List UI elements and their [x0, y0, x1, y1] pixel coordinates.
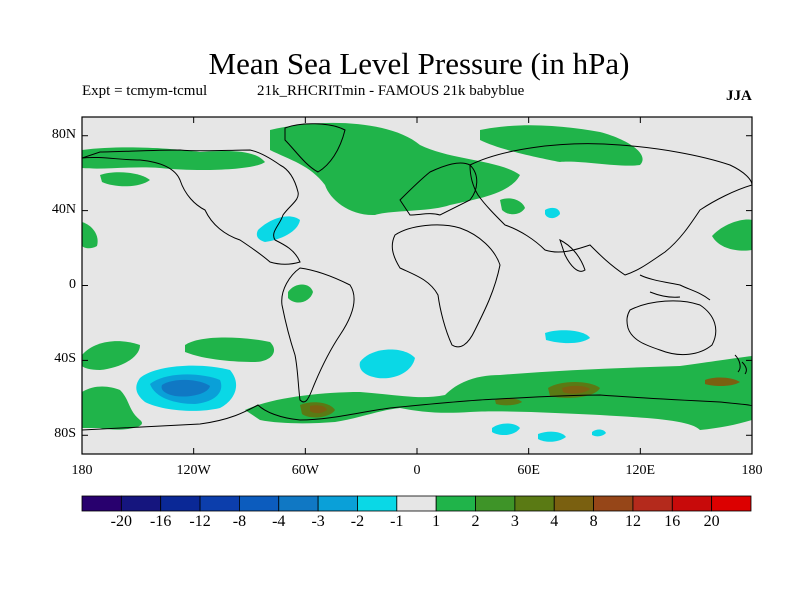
region-antarctic-low-1	[492, 423, 520, 436]
region-east-siberia-arctic-high	[480, 125, 643, 166]
region-indian-sector-high-inner	[562, 385, 590, 394]
colorbar-label: -2	[350, 513, 365, 530]
colorbar-label: -20	[110, 513, 132, 530]
region-west-atlantic-low	[256, 216, 300, 242]
lat-tick-label: 80S	[54, 426, 76, 442]
colorbar-label: -3	[311, 513, 325, 530]
lat-tick-label: 80N	[51, 126, 76, 142]
lon-tick-label: 0	[413, 463, 421, 478]
colorbar-swatch	[278, 495, 319, 512]
region-southeast-pacific-high	[185, 337, 275, 362]
region-black-sea-low	[545, 207, 560, 219]
colorbar-swatch	[160, 495, 201, 512]
colorbar-swatch	[120, 495, 162, 512]
region-indian-ocean-low	[545, 330, 590, 344]
lon-tick-label: 60E	[517, 463, 540, 478]
anomaly-fill	[82, 122, 752, 442]
colorbar-label: -4	[272, 513, 286, 530]
tick-layer	[81, 117, 753, 454]
colorbar-label: -16	[150, 513, 172, 530]
colorbar-label: 8	[589, 513, 598, 530]
colorbar-label: 16	[664, 513, 681, 530]
coast-greenland	[284, 123, 346, 173]
coast-maritime-continent	[639, 274, 711, 301]
experiment-description: 21k_RHCRITmin - FAMOUS 21k babyblue	[257, 83, 525, 99]
lon-tick-label: 180	[71, 463, 93, 478]
region-north-atlantic-arctic-high	[270, 122, 520, 216]
colorbar-label: 12	[624, 513, 641, 530]
region-south-atlantic-low	[359, 349, 415, 379]
lat-tick-label: 0	[69, 276, 76, 292]
lat-tick-label: 40N	[51, 201, 76, 217]
colorbar-swatch	[711, 495, 752, 512]
lon-tick-label: 60W	[291, 463, 319, 478]
lon-tick-label: 120E	[625, 463, 656, 478]
coast-antarctica	[82, 394, 752, 431]
coast-south-america	[281, 267, 355, 403]
coast-north-america	[82, 149, 301, 265]
region-southern-ocean-high-belt	[82, 356, 752, 430]
colorbar-label: 1	[432, 513, 441, 530]
region-north-pacific-west-high	[82, 222, 98, 249]
region-caspian-high	[500, 198, 525, 215]
experiment-label: Expt = tcmym-tcmul	[82, 83, 208, 99]
colorbar-swatch	[199, 495, 240, 512]
chart-title: Mean Sea Level Pressure (in hPa)	[208, 46, 630, 81]
coast-india	[559, 239, 586, 272]
colorbar-swatch	[593, 495, 634, 512]
season-label: JJA	[726, 88, 752, 104]
colorbar-label: 4	[550, 513, 559, 530]
region-antarctic-low-2	[538, 431, 566, 442]
colorbar	[81, 495, 752, 512]
colorbar-swatch	[632, 495, 673, 512]
colorbar-swatch	[475, 495, 516, 512]
region-north-pacific-east-high	[712, 219, 752, 251]
lon-tick-label: 180	[741, 463, 763, 478]
colorbar-swatch	[357, 495, 398, 512]
colorbar-label: 20	[703, 513, 720, 530]
region-south-pacific-high	[82, 341, 140, 370]
colorbar-label: 2	[471, 513, 480, 530]
colorbar-label: 3	[510, 513, 519, 530]
colorbar-swatch	[514, 495, 555, 512]
coastlines	[82, 123, 752, 431]
colorbar-swatch	[553, 495, 594, 512]
colorbar-swatch	[671, 495, 713, 512]
region-south-atlantic-low-east	[495, 398, 522, 406]
colorbar-swatch	[317, 495, 358, 512]
lat-tick-label: 40S	[54, 351, 76, 367]
colorbar-label: -8	[232, 513, 247, 530]
lon-tick-label: 120W	[176, 463, 211, 478]
region-antarctic-low-3	[592, 429, 606, 437]
region-weddell-high-inner	[310, 405, 327, 414]
coast-asia	[469, 143, 752, 276]
region-pacific-arctic-high	[82, 147, 265, 170]
coast-new-zealand	[734, 354, 747, 375]
coast-africa	[391, 224, 501, 348]
colorbar-swatch	[396, 495, 437, 512]
coast-australia	[626, 300, 717, 356]
region-southern-pacific-low-core	[161, 379, 210, 397]
colorbar-label: -12	[189, 513, 211, 530]
colorbar-swatch	[435, 495, 476, 512]
colorbar-label: -1	[390, 513, 404, 530]
region-bering-high	[100, 172, 150, 187]
coast-europe	[399, 162, 478, 216]
colorbar-swatch	[81, 495, 122, 512]
colorbar-swatch	[239, 495, 280, 512]
region-ross-sea-high-core	[705, 377, 740, 387]
region-tropical-south-atlantic-high	[288, 284, 313, 303]
